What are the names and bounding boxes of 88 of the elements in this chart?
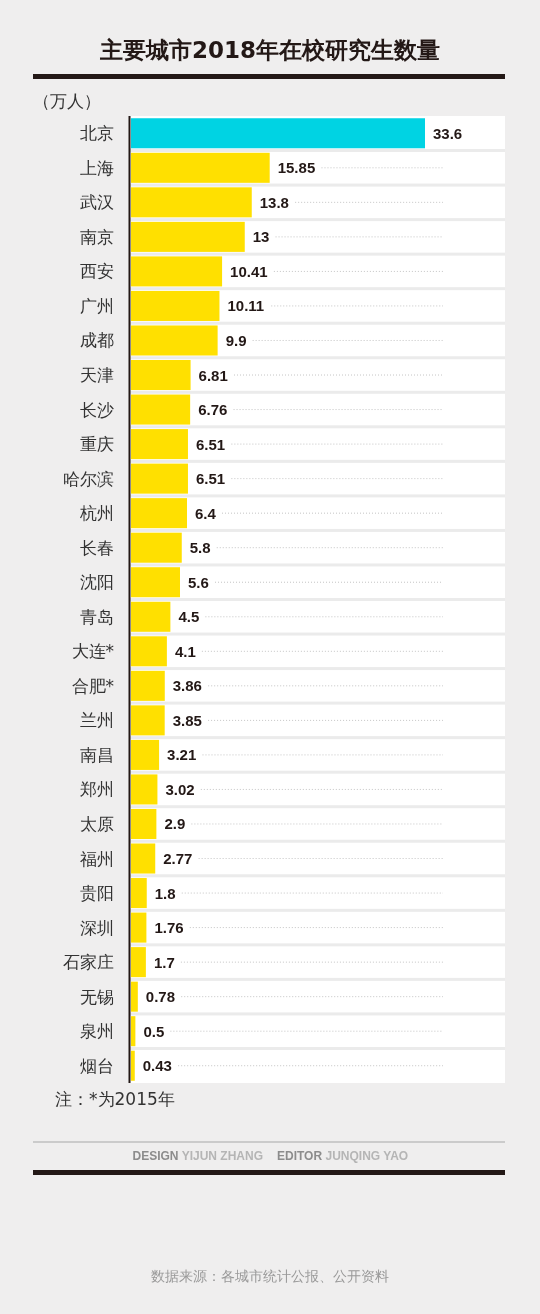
chart-subtitle: （万人） <box>33 91 101 111</box>
bar <box>131 670 165 701</box>
bar <box>131 981 138 1012</box>
y-tick-label: 长沙 <box>80 399 114 420</box>
data-label: 2.77 <box>163 850 193 868</box>
bar <box>131 947 146 978</box>
text: 注：*为2015年 <box>55 1089 175 1109</box>
data-label: 9.9 <box>225 331 247 349</box>
bar <box>131 808 157 840</box>
data-label: 1.8 <box>154 884 176 902</box>
data-label: 0.43 <box>142 1057 172 1075</box>
bar <box>131 1050 135 1081</box>
text: EDITOR JUNQING YAO <box>277 1149 409 1163</box>
data-label: 15.85 <box>277 159 316 177</box>
y-tick-label: 南昌 <box>80 744 114 765</box>
y-tick-label: 成都 <box>80 330 114 351</box>
data-label: 0.78 <box>145 988 176 1006</box>
bar <box>131 843 156 874</box>
data-label: 10.41 <box>230 262 268 280</box>
data-label: 3.21 <box>167 746 197 764</box>
bar <box>131 325 218 356</box>
bar <box>131 705 165 736</box>
y-tick-label: 上海 <box>80 157 114 178</box>
data-label: 6.81 <box>198 366 228 384</box>
bar <box>131 532 182 563</box>
y-tick-label: 沈阳 <box>80 572 114 593</box>
data-label: 6.4 <box>195 504 217 522</box>
y-tick-label: 杭州 <box>79 503 114 524</box>
bar <box>131 567 180 598</box>
data-label: 13.8 <box>259 193 289 211</box>
bar <box>131 774 158 805</box>
y-tick-label: 贵阳 <box>80 883 114 904</box>
data-label: 13 <box>252 228 270 246</box>
data-label: 6.51 <box>195 470 226 488</box>
y-tick-label: 哈尔滨 <box>63 468 114 489</box>
bar <box>131 636 167 667</box>
y-tick-label: 天津 <box>80 365 114 386</box>
bar <box>131 221 245 252</box>
data-label: 3.86 <box>172 677 202 695</box>
data-label: 1.7 <box>153 953 175 971</box>
bar <box>131 739 160 770</box>
data-label: 5.8 <box>189 539 211 557</box>
data-label: 33.6 <box>433 124 463 142</box>
bar <box>131 912 147 943</box>
y-tick-label: 长春 <box>80 537 114 558</box>
y-tick-label: 南京 <box>80 226 114 247</box>
data-label: 5.6 <box>188 573 209 591</box>
bar <box>131 187 252 218</box>
y-tick-label: 太原 <box>80 813 114 834</box>
y-tick-label: 兰州 <box>80 710 114 731</box>
bar <box>131 290 220 321</box>
bar <box>131 394 191 425</box>
y-tick-label: 大连* <box>71 641 114 662</box>
data-label: 0.5 <box>143 1022 165 1040</box>
y-tick-label: 武汉 <box>80 192 114 213</box>
data-label: 3.85 <box>172 711 202 729</box>
y-tick-label: 北京 <box>80 123 114 144</box>
data-label: 6.76 <box>198 401 228 419</box>
data-label: 1.76 <box>154 919 184 937</box>
data-label: 4.5 <box>178 608 200 626</box>
bar <box>131 360 191 391</box>
data-label: 10.11 <box>227 297 265 315</box>
y-tick-label: 福州 <box>80 848 114 869</box>
chart-title: 主要城市2018年在校研究生数量 <box>98 37 441 63</box>
y-tick-label: 郑州 <box>80 779 114 800</box>
y-tick-label: 泉州 <box>80 1021 114 1042</box>
data-label: 6.51 <box>195 435 226 453</box>
bar <box>131 601 171 632</box>
y-tick-label: 烟台 <box>80 1055 114 1076</box>
y-tick-label: 合肥* <box>71 675 114 696</box>
text: DESIGN YIJUN ZHANG <box>132 1149 263 1163</box>
data-label: 3.02 <box>165 780 195 798</box>
bar <box>131 256 223 287</box>
source-note: 数据来源：各城市统计公报、公开资料 <box>151 1268 389 1284</box>
bar <box>131 463 188 494</box>
bar <box>131 429 188 460</box>
y-tick-label: 青岛 <box>80 606 114 627</box>
data-label: 4.1 <box>174 642 196 660</box>
y-tick-label: 石家庄 <box>63 952 114 973</box>
bar <box>131 878 147 909</box>
y-tick-label: 广州 <box>80 295 114 316</box>
data-label: 2.9 <box>164 815 186 833</box>
bar <box>131 1016 136 1047</box>
y-tick-label: 无锡 <box>80 986 114 1007</box>
bar <box>131 498 187 529</box>
y-tick-label: 西安 <box>80 261 114 282</box>
y-tick-label: 深圳 <box>80 917 114 938</box>
y-tick-label: 重庆 <box>80 434 114 455</box>
